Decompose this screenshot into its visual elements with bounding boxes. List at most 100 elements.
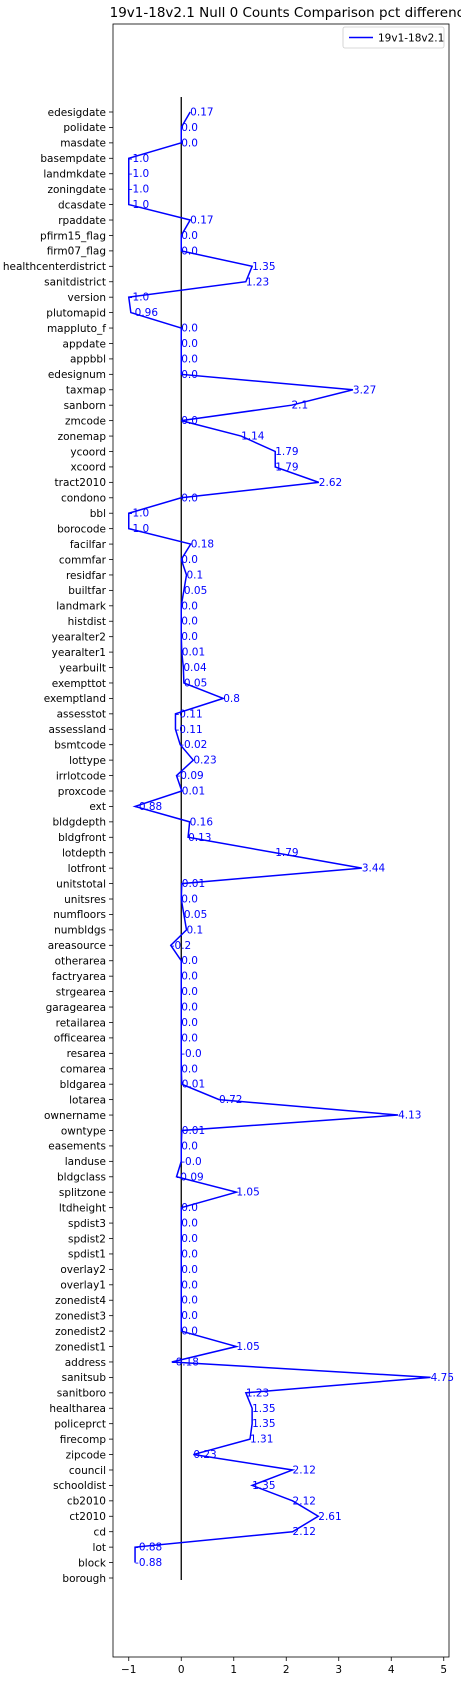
y-tick-label: zmcode [65,415,106,427]
y-tick-label: spdist2 [68,1233,106,1245]
y-tick-label: condono [61,493,106,505]
y-tick-layer: edesigdate polidate masdate basempdate landm… [3,107,113,1585]
y-tick-label: lotdepth [62,848,106,860]
y-tick-label: ltdheight [59,1202,106,1214]
data-label: 2.12 [293,1526,316,1538]
data-label: 0.0 [181,986,198,998]
data-label: -1.0 [129,153,150,165]
y-tick-label: zoningdate [47,184,106,196]
y-tick-label: spdist1 [68,1249,106,1261]
data-label: 0.0 [181,1140,198,1152]
y-tick-label: policeprct [54,1418,106,1430]
y-tick-label: mappluto_f [47,323,106,335]
y-tick-label: appdate [63,338,106,350]
y-tick-label: sanborn [64,400,106,412]
y-tick-label: residfar [66,570,107,582]
data-label: 0.0 [181,631,198,643]
data-label: 1.31 [250,1434,273,1446]
data-label: 0.0 [181,1233,198,1245]
legend-label: 19v1-18v2.1 [378,33,444,45]
y-tick-label: zonedist2 [55,1326,106,1338]
y-tick-label: dcasdate [58,199,106,211]
y-tick-label: tract2010 [55,477,106,489]
data-label: 0.0 [181,338,198,350]
data-label: 0.0 [181,616,198,628]
data-label: 0.0 [181,1279,198,1291]
x-tick-layer: −1 0 1 2 3 4 5 [121,1657,447,1676]
y-tick-label: lottype [69,755,106,767]
y-tick-label: numbldgs [54,925,106,937]
data-label: 2.62 [319,477,342,489]
data-label: 1.23 [246,276,269,288]
y-tick-label: otherarea [55,956,106,968]
x-tick-label: 2 [283,1664,290,1676]
y-tick-label: bbl [90,508,106,520]
data-label: -1.0 [129,508,150,520]
data-label: 0.0 [181,230,198,242]
y-tick-label: retailarea [56,1017,106,1029]
legend: 19v1-18v2.1 [342,26,445,49]
data-label: 1.23 [246,1387,269,1399]
data-label: 1.14 [241,431,265,443]
y-tick-label: assessland [49,724,106,736]
data-label: -0.09 [177,770,204,782]
y-tick-label: assesstot [57,709,106,721]
y-tick-label: spdist3 [68,1218,106,1230]
data-label: 0.01 [182,785,205,797]
y-tick-label: cb2010 [67,1496,106,1508]
y-tick-label: commfar [59,554,107,566]
data-label: 0.0 [181,1248,198,1260]
data-label: 0.0 [181,1326,198,1338]
data-label: 0.0 [181,245,198,257]
data-label: 0.0 [181,1295,198,1307]
data-label: 0.0 [181,1218,198,1230]
x-tick-label: 1 [230,1664,237,1676]
y-tick-label: ycoord [70,446,106,458]
data-label: 4.75 [431,1372,454,1384]
data-label: 1.35 [252,1480,275,1492]
series-line [127,111,431,1563]
y-tick-label: edesigdate [48,107,106,119]
y-tick-label: zonedist4 [55,1295,106,1307]
y-tick-label: bsmtcode [54,739,106,751]
data-label: 2.12 [293,1495,316,1507]
data-label: 0.0 [181,1032,198,1044]
x-tick-label: 0 [178,1664,185,1676]
data-label: 0.72 [219,1094,242,1106]
y-tick-label: lot [93,1542,106,1554]
data-label: 0.1 [187,924,204,936]
data-label: 0.0 [181,492,198,504]
data-label: 0.0 [181,415,198,427]
data-label: -0.11 [175,724,202,736]
data-label: 1.35 [252,1403,275,1415]
y-tick-label: ext [89,801,106,813]
plot-frame [112,23,450,1658]
data-label: 0.01 [182,647,205,659]
y-tick-label: schooldist [53,1480,106,1492]
chart-title: 19v1-18v2.1 Null 0 Counts Comparison pct… [110,5,461,21]
data-label: -0.88 [135,1557,162,1569]
data-label: 0.0 [181,894,198,906]
data-label: 0.16 [190,816,214,828]
data-label: 0.1 [187,569,204,581]
y-tick-label: owntype [61,1125,106,1137]
data-label: -1.0 [129,199,150,211]
data-label: 0.0 [181,323,198,335]
data-label: 0.04 [183,662,207,674]
x-tick-label: 5 [440,1664,447,1676]
data-label: 0.0 [181,122,198,134]
y-tick-label: exempttot [52,678,106,690]
y-tick-label: overlay2 [60,1264,106,1276]
y-tick-label: healtharea [49,1403,106,1415]
y-tick-label: address [65,1357,106,1369]
y-tick-label: sanitsub [62,1372,107,1384]
data-label: 0.0 [181,971,198,983]
y-tick-label: yearbuilt [59,662,106,674]
y-tick-label: basempdate [40,153,106,165]
data-label: -1.0 [129,184,150,196]
y-tick-label: landuse [65,1156,106,1168]
data-label: -1.0 [129,523,150,535]
